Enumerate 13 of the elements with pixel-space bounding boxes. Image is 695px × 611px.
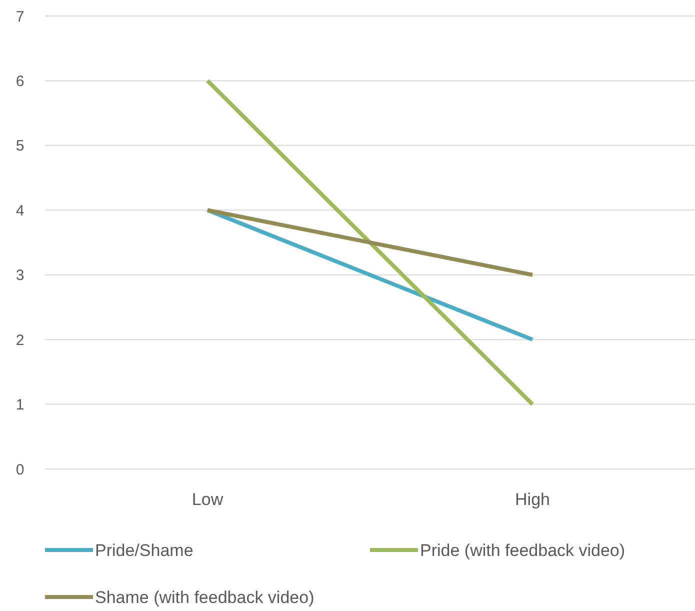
x-tick-label: High	[515, 490, 550, 509]
x-tick-label: Low	[192, 490, 224, 509]
y-tick-label: 7	[16, 8, 24, 26]
y-tick-label: 0	[16, 461, 24, 478]
legend-label: Pride/Shame	[95, 540, 194, 560]
y-tick-label: 3	[16, 267, 24, 284]
y-tick-label: 2	[16, 332, 24, 349]
legend-label: Shame (with feedback video)	[95, 588, 314, 607]
legend-label: Pride (with feedback video)	[420, 540, 626, 560]
y-tick-label: 4	[16, 202, 24, 220]
y-tick-label: 5	[16, 138, 24, 155]
y-tick-label: 1	[16, 396, 24, 414]
y-tick-label: 6	[16, 72, 24, 90]
